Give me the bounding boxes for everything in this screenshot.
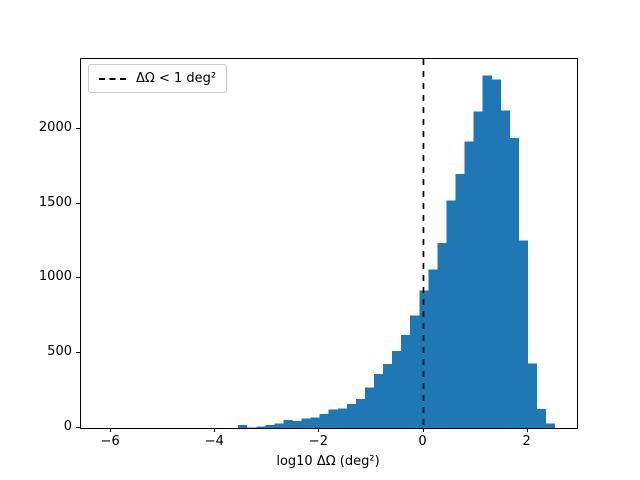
x-tick-label: 2 [522, 434, 531, 449]
x-tick-mark [110, 428, 112, 432]
histogram-bar [238, 425, 248, 428]
histogram-bar [446, 200, 456, 428]
histogram-bar [500, 110, 510, 428]
histogram-bar [310, 417, 320, 428]
histogram-bar [455, 173, 465, 428]
histogram-bar [301, 418, 311, 428]
legend-dashed-line-sample [99, 77, 126, 80]
histogram-bar [537, 408, 547, 428]
histogram-bar [383, 364, 393, 428]
histogram-bar [464, 141, 474, 428]
histogram-bar [328, 409, 338, 428]
x-tick-mark [214, 428, 216, 432]
histogram-bar [392, 350, 402, 428]
y-tick-mark [76, 202, 80, 204]
histogram-bar [437, 242, 447, 428]
x-tick-label: 0 [418, 434, 427, 449]
histogram-bar [247, 427, 257, 428]
histogram-bar [473, 111, 483, 428]
histogram-canvas [238, 59, 556, 428]
legend-label: ΔΩ < 1 deg² [136, 71, 217, 86]
histogram-bar [491, 79, 501, 428]
histogram-bar [482, 75, 492, 428]
histogram-bar [546, 423, 556, 428]
x-tick-mark [526, 428, 528, 432]
plot-area [80, 58, 578, 429]
histogram-bar [509, 138, 519, 428]
y-tick-label: 2000 [38, 119, 72, 135]
histogram-bar [256, 426, 266, 428]
x-tick-label: −6 [100, 434, 120, 449]
y-tick-mark [76, 277, 80, 279]
y-tick-mark [76, 127, 80, 129]
histogram-bar [283, 419, 293, 428]
x-tick-mark [422, 428, 424, 432]
histogram-bar [374, 374, 384, 428]
histogram-bar [274, 423, 284, 428]
histogram-bar [401, 335, 411, 428]
histogram-bar [337, 408, 347, 428]
y-tick-label: 0 [63, 419, 72, 434]
y-tick-mark [76, 427, 80, 428]
histogram-bar [319, 414, 329, 428]
y-tick-mark [76, 352, 80, 354]
histogram-bar [355, 399, 365, 428]
histogram-bar [292, 420, 302, 428]
legend-box: ΔΩ < 1 deg² [88, 64, 228, 93]
histogram-bar [527, 363, 538, 428]
histogram-bar [518, 240, 528, 428]
x-tick-label: −4 [204, 434, 224, 449]
x-tick-mark [318, 428, 320, 432]
x-axis-label: log10 ΔΩ (deg²) [276, 454, 380, 469]
histogram-bar [410, 315, 420, 428]
y-tick-label: 500 [47, 344, 72, 360]
histogram-bar [428, 269, 438, 428]
histogram-bar [364, 387, 375, 428]
y-tick-label: 1500 [38, 194, 72, 210]
histogram-bar [346, 404, 356, 428]
y-tick-label: 1000 [38, 269, 72, 285]
histogram-bar [265, 425, 275, 428]
x-tick-label: −2 [308, 434, 328, 449]
